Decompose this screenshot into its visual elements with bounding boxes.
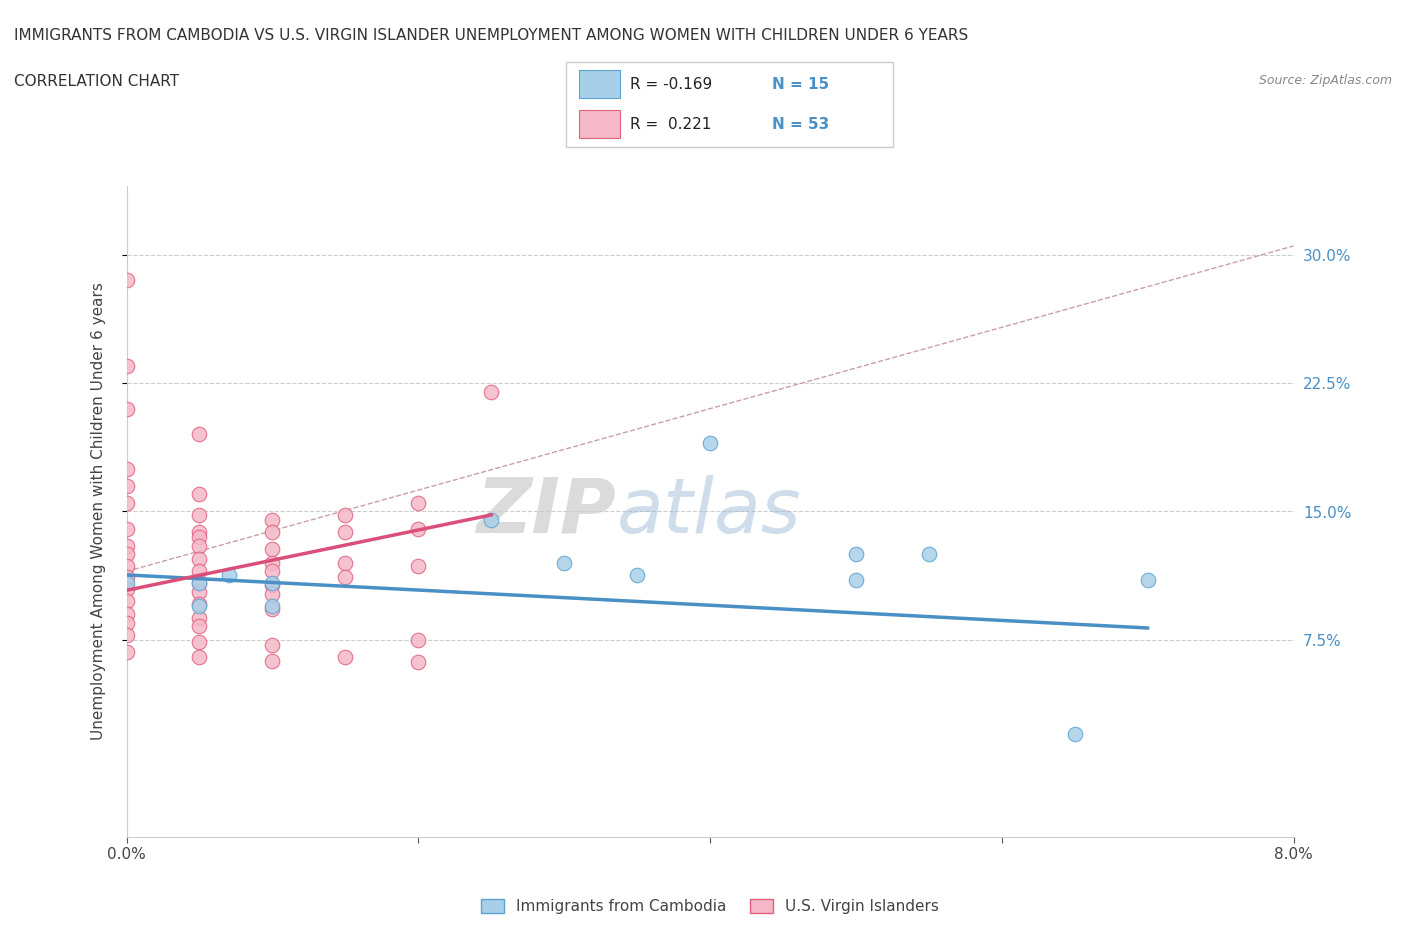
Point — [115, 628, 138, 643]
Point — [115, 559, 138, 574]
Point — [115, 607, 138, 622]
Point — [262, 576, 284, 591]
Point — [262, 542, 284, 557]
Point — [188, 598, 211, 613]
Point — [115, 581, 138, 596]
Point — [188, 634, 211, 649]
Point — [408, 521, 430, 536]
Point — [335, 569, 357, 584]
Point — [188, 552, 211, 567]
Point — [408, 632, 430, 647]
Point — [845, 547, 868, 562]
Point — [1063, 726, 1085, 741]
Point — [262, 586, 284, 601]
Point — [1136, 573, 1159, 588]
Point — [188, 487, 211, 502]
Point — [115, 272, 138, 287]
Point — [553, 555, 575, 570]
Point — [188, 576, 211, 591]
Point — [115, 521, 138, 536]
FancyBboxPatch shape — [565, 62, 893, 147]
Point — [262, 602, 284, 617]
Point — [115, 358, 138, 373]
Point — [262, 598, 284, 613]
Point — [188, 508, 211, 523]
Text: CORRELATION CHART: CORRELATION CHART — [14, 74, 179, 89]
Point — [408, 496, 430, 511]
Point — [408, 655, 430, 670]
Point — [262, 653, 284, 668]
Point — [262, 638, 284, 653]
Point — [188, 538, 211, 553]
Point — [335, 555, 357, 570]
Point — [115, 576, 138, 591]
Text: N = 15: N = 15 — [772, 77, 828, 92]
Point — [262, 512, 284, 527]
Bar — [579, 70, 620, 99]
Text: R =  0.221: R = 0.221 — [630, 116, 711, 131]
Point — [115, 461, 138, 476]
Point — [188, 650, 211, 665]
Text: atlas: atlas — [617, 474, 801, 549]
Point — [262, 555, 284, 570]
Text: Source: ZipAtlas.com: Source: ZipAtlas.com — [1258, 74, 1392, 87]
Point — [408, 559, 430, 574]
Point — [262, 578, 284, 592]
Text: ZIP: ZIP — [477, 474, 617, 549]
Point — [115, 401, 138, 416]
Point — [188, 585, 211, 600]
Point — [188, 610, 211, 625]
Point — [188, 525, 211, 539]
Point — [115, 616, 138, 631]
Text: IMMIGRANTS FROM CAMBODIA VS U.S. VIRGIN ISLANDER UNEMPLOYMENT AMONG WOMEN WITH C: IMMIGRANTS FROM CAMBODIA VS U.S. VIRGIN … — [14, 28, 969, 43]
Point — [262, 525, 284, 539]
Point — [479, 512, 502, 527]
Point — [115, 538, 138, 553]
Point — [335, 525, 357, 539]
Point — [845, 573, 868, 588]
Point — [188, 618, 211, 633]
Point — [188, 576, 211, 591]
Y-axis label: Unemployment Among Women with Children Under 6 years: Unemployment Among Women with Children U… — [91, 283, 105, 740]
Point — [626, 567, 648, 582]
Point — [335, 508, 357, 523]
Point — [188, 530, 211, 545]
Point — [115, 496, 138, 511]
Point — [918, 547, 941, 562]
Text: N = 53: N = 53 — [772, 116, 830, 131]
Point — [115, 593, 138, 608]
Point — [335, 650, 357, 665]
Point — [188, 596, 211, 611]
Bar — [579, 110, 620, 139]
Point — [188, 564, 211, 578]
Point — [115, 478, 138, 493]
Point — [115, 547, 138, 562]
Point — [188, 427, 211, 442]
Point — [115, 569, 138, 584]
Point — [699, 435, 721, 450]
Point — [115, 644, 138, 659]
Point — [218, 567, 240, 582]
Point — [262, 564, 284, 578]
Point — [479, 384, 502, 399]
Text: R = -0.169: R = -0.169 — [630, 77, 711, 92]
Legend: Immigrants from Cambodia, U.S. Virgin Islanders: Immigrants from Cambodia, U.S. Virgin Is… — [475, 893, 945, 921]
